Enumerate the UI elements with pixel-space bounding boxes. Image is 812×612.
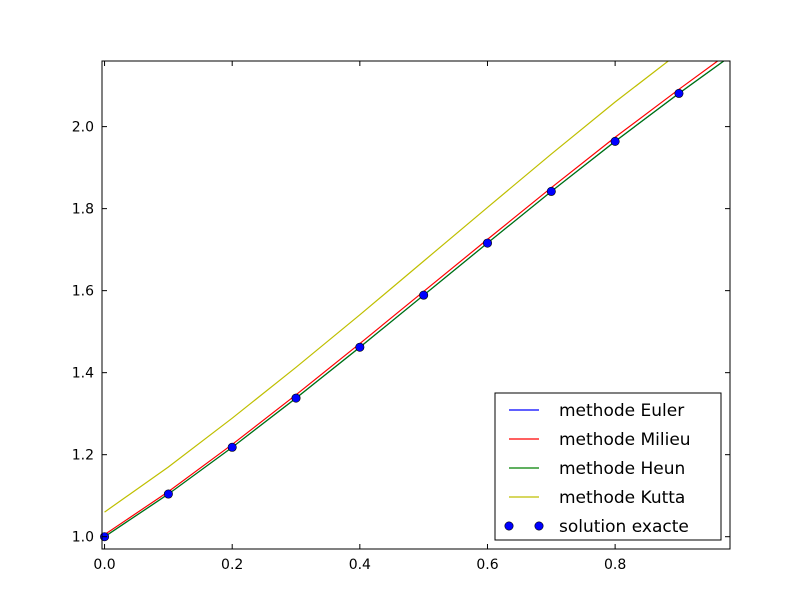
data-point-solution-exacte <box>163 489 173 499</box>
legend-box <box>494 392 722 541</box>
y-tick-label: 1.4 <box>72 366 94 382</box>
y-tick-label: 1.6 <box>72 284 94 300</box>
tick-layer: 0.0 0.2 0.4 0.6 0.8 1.0 1.2 1.4 1.6 1.8 2.0 <box>72 61 730 573</box>
data-point-solution-exacte <box>227 442 237 452</box>
legend-label-methode-milieu: methode Milieu <box>559 430 691 450</box>
legend-swatch-solution-exacte <box>504 521 514 531</box>
series-line-methode-kutta <box>104 61 670 513</box>
legend-label-methode-euler: methode Euler <box>559 401 684 421</box>
x-tick-label: 0.0 <box>93 557 115 573</box>
y-tick-label: 1.0 <box>72 530 94 546</box>
legend-label-solution-exacte: solution exacte <box>559 517 689 537</box>
data-point-solution-exacte <box>419 290 429 300</box>
data-point-solution-exacte <box>546 186 556 196</box>
data-point-solution-exacte <box>291 393 301 403</box>
x-tick-label: 0.8 <box>604 557 626 573</box>
y-tick-label: 1.2 <box>72 448 94 464</box>
legend: methode Euler methode Milieu methode Heun m… <box>494 392 722 541</box>
data-point-solution-exacte <box>674 88 684 98</box>
legend-label-methode-heun: methode Heun <box>559 459 685 479</box>
data-point-solution-exacte <box>610 136 620 146</box>
y-tick-label: 2.0 <box>72 120 94 136</box>
plot-frame <box>101 60 731 550</box>
legend-label-methode-kutta: methode Kutta <box>559 488 685 508</box>
x-tick-label: 0.2 <box>221 557 243 573</box>
y-tick-label: 1.8 <box>72 202 94 218</box>
x-tick-label: 0.6 <box>476 557 498 573</box>
legend-swatch-solution-exacte <box>534 521 544 531</box>
data-point-solution-exacte <box>355 342 365 352</box>
data-point-solution-exacte <box>482 238 492 248</box>
x-tick-label: 0.4 <box>349 557 371 573</box>
